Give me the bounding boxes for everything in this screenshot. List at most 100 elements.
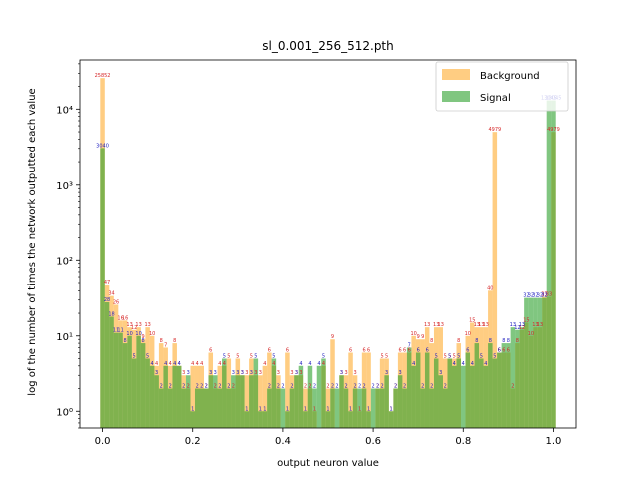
signal-bar [497, 352, 502, 428]
signal-bar [438, 375, 443, 428]
background-bar-label: 5 [381, 353, 384, 359]
signal-bar [528, 297, 534, 428]
signal-bar-label: 3 [399, 370, 402, 376]
signal-bar [276, 388, 281, 428]
background-bar-label: 9 [331, 334, 334, 340]
signal-bar [294, 375, 299, 428]
background-bar-label: 8 [457, 338, 460, 344]
signal-bar-label: 13 [510, 322, 516, 328]
background-bar [330, 339, 335, 428]
signal-bar-label: 4 [317, 361, 320, 367]
signal-bar [167, 388, 173, 428]
background-bar-label: 5 [444, 353, 447, 359]
background-bar [258, 375, 263, 428]
signal-bar-label: 4 [412, 361, 415, 367]
background-bar-label: 13 [438, 322, 444, 328]
signal-bar [388, 411, 394, 428]
background-bar-label: 8 [173, 338, 176, 344]
background-bar-label: 6 [362, 348, 365, 354]
signal-bar [506, 343, 511, 428]
signal-bar-label: 5 [146, 353, 149, 359]
background-bar-label: 4 [263, 361, 266, 367]
signal-bar-label: 5 [322, 353, 325, 359]
signal-bar-label: 8 [507, 338, 510, 344]
background-bar-label: 5 [453, 353, 456, 359]
signal-bar [442, 388, 448, 428]
background-bar-label: 4 [200, 361, 203, 367]
signal-bar [510, 327, 516, 428]
background-bar-label: 5 [448, 353, 451, 359]
background-bar-label: 3 [340, 370, 343, 376]
background-bar [348, 352, 353, 428]
signal-bar-label: 2 [227, 384, 230, 390]
signal-bar-label: 4 [308, 361, 311, 367]
signal-bar [316, 365, 322, 428]
background-bar-label: 26 [113, 299, 119, 305]
background-bar-label: 7 [164, 342, 167, 348]
signal-bar [379, 388, 385, 428]
signal-bar [231, 375, 236, 428]
signal-bar-label: 1 [367, 406, 370, 412]
signal-bar [429, 388, 434, 428]
signal-bar-label: 8 [123, 338, 126, 344]
signal-bar [366, 411, 371, 428]
background-bar-label: 13 [135, 322, 141, 328]
signal-bar [280, 388, 286, 428]
signal-bar-label: 7 [408, 342, 411, 348]
signal-bar [109, 316, 114, 428]
background-bar [190, 365, 195, 428]
signal-bar-label: 5 [480, 353, 483, 359]
background-bar-label: 2 [376, 384, 379, 390]
signal-bar [339, 375, 344, 428]
background-bar-label: 4 [191, 361, 194, 367]
x-axis-ticks: 0.0 0.2 0.4 0.6 0.8 1.0 [95, 428, 561, 447]
signal-bar-label: 1 [326, 406, 329, 412]
signal-bar [492, 358, 498, 428]
background-bar [420, 339, 425, 428]
signal-bar [176, 365, 182, 428]
background-bar-label: 13 [433, 322, 439, 328]
background-bar-label: 3 [290, 370, 293, 376]
background-bar-label: 5 [236, 353, 239, 359]
signal-bar-label: 2 [430, 384, 433, 390]
x-axis-label: output neuron value [277, 458, 379, 469]
background-bar-label: 2 [304, 384, 307, 390]
signal-bar [240, 375, 245, 428]
signal-bar-label: 32 [532, 293, 538, 299]
signal-bar-label: 32 [528, 293, 534, 299]
signal-bar-label: 5 [435, 353, 438, 359]
signal-bar-label: 2 [290, 384, 293, 390]
signal-bar-label: 12 [514, 325, 520, 331]
signal-bar [100, 148, 105, 428]
signal-bar-label: 5 [133, 353, 136, 359]
x-tick-label: 0.2 [185, 436, 201, 447]
signal-bar [136, 335, 141, 428]
signal-bar [194, 388, 200, 428]
signal-bar-label: 1 [390, 406, 393, 412]
legend-swatch-signal [442, 91, 470, 102]
background-bar-label: 3 [254, 370, 257, 376]
signal-bar [226, 388, 232, 428]
signal-bar [222, 358, 227, 428]
background-bar-label: 4 [196, 361, 199, 367]
background-bar [366, 352, 371, 428]
background-bar-label: 4 [169, 361, 172, 367]
signal-bar [370, 388, 376, 428]
x-tick-label: 0.6 [365, 436, 381, 447]
signal-bar-label: 2 [444, 384, 447, 390]
background-bar [262, 365, 268, 428]
signal-bar [546, 100, 552, 428]
background-bar [303, 388, 308, 428]
y-tick-label: 10² [56, 256, 73, 267]
y-tick-label: 10¹ [56, 332, 73, 343]
signal-bar-label: 10 [126, 331, 132, 337]
signal-bar [127, 335, 132, 428]
background-bar [158, 343, 164, 428]
background-bar-label: 4 [272, 361, 275, 367]
signal-bar-label: 2 [281, 384, 284, 390]
background-bar-label: 2 [308, 384, 311, 390]
background-bar-label: 3 [299, 370, 302, 376]
signal-bar-label: 3 [187, 370, 190, 376]
signal-bar [140, 343, 146, 428]
signal-bar [213, 375, 218, 428]
